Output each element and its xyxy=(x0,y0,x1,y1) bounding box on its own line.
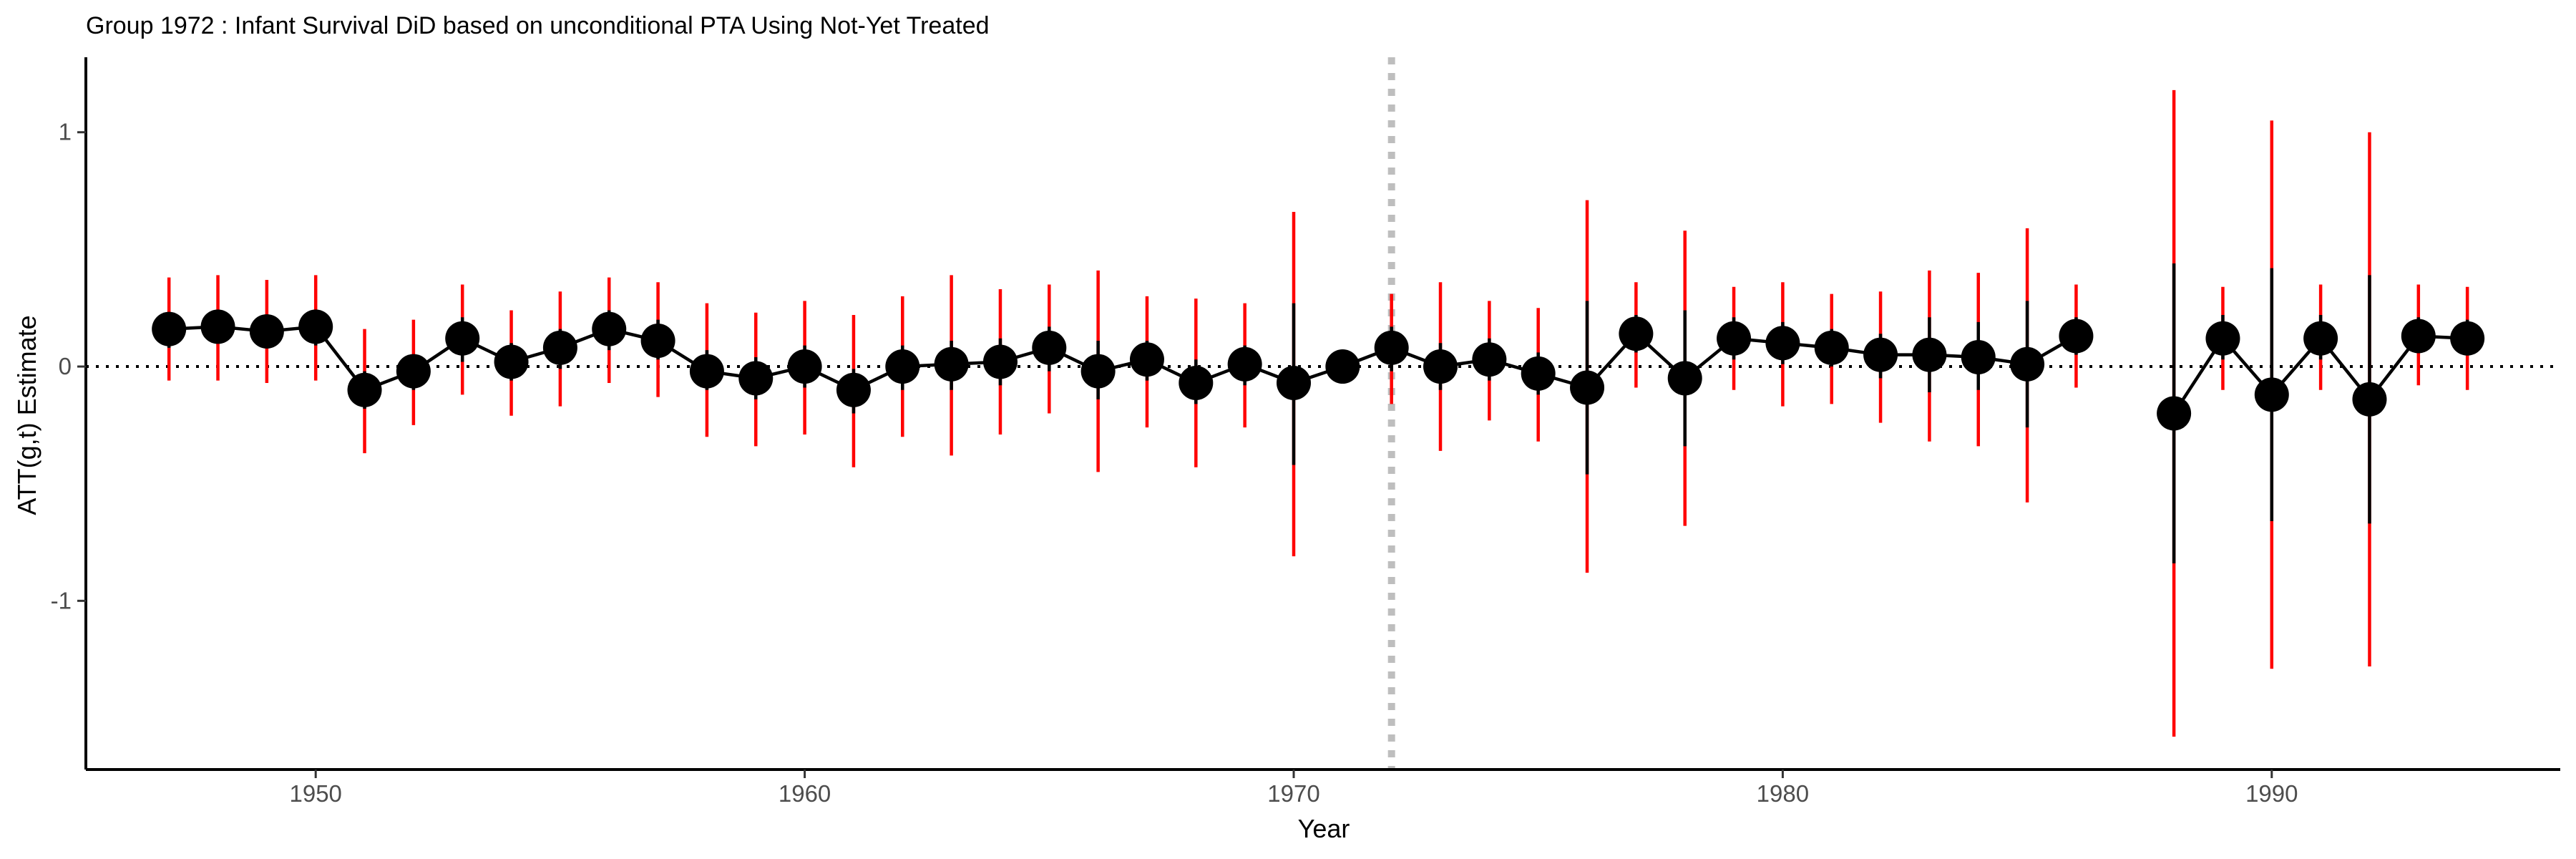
estimate-point xyxy=(1472,342,1507,377)
estimate-point xyxy=(1276,365,1311,400)
estimate-point xyxy=(2157,396,2192,431)
estimate-point xyxy=(592,311,627,346)
estimate-point xyxy=(2205,321,2240,356)
estimate-point xyxy=(1325,349,1360,384)
y-axis-label: ATT(g,t) Estimate xyxy=(12,315,42,515)
estimate-point xyxy=(1765,326,1800,361)
x-tick-label: 1990 xyxy=(2245,780,2298,807)
estimate-point xyxy=(1423,349,1458,384)
y-tick-label: 1 xyxy=(59,119,72,145)
estimate-point xyxy=(1619,316,1654,351)
estimate-point xyxy=(1961,339,1996,374)
estimate-point xyxy=(1717,321,1752,356)
estimate-points xyxy=(152,309,2485,431)
estimate-point xyxy=(934,346,969,382)
x-tick-label: 1970 xyxy=(1267,780,1319,807)
estimate-point xyxy=(445,321,480,356)
estimate-point xyxy=(689,354,724,389)
estimate-point xyxy=(2450,321,2485,356)
estimate-point xyxy=(542,330,577,365)
estimate-point xyxy=(2303,321,2338,356)
estimate-point xyxy=(738,361,774,396)
estimate-point xyxy=(836,372,871,407)
estimate-point xyxy=(2352,382,2387,417)
x-axis-label: Year xyxy=(1298,814,1350,843)
estimate-point xyxy=(1667,361,1702,396)
estimate-point xyxy=(494,344,529,379)
pointwise-ci-bars xyxy=(167,263,2469,563)
x-tick-label: 1960 xyxy=(779,780,831,807)
estimate-point xyxy=(2401,319,2436,354)
estimate-point xyxy=(787,349,822,384)
estimate-point xyxy=(2010,346,2045,382)
y-tick-label: 0 xyxy=(59,353,72,379)
estimate-point xyxy=(1227,346,1262,382)
simultaneous-ci-bands xyxy=(167,89,2469,737)
estimate-point xyxy=(1863,337,1898,372)
y-tick-label: -1 xyxy=(51,587,72,613)
estimate-point xyxy=(396,354,431,389)
chart-title: Group 1972 : Infant Survival DiD based o… xyxy=(86,12,990,39)
estimate-point xyxy=(1032,330,1067,365)
estimate-point xyxy=(249,314,284,349)
y-axis-ticks: -1 0 1 xyxy=(51,119,86,613)
estimate-point xyxy=(2254,377,2289,412)
estimate-point xyxy=(1129,342,1164,377)
estimate-point xyxy=(2059,319,2094,354)
estimate-point xyxy=(885,349,920,384)
estimate-point xyxy=(200,309,235,344)
estimate-point xyxy=(640,324,675,359)
axes xyxy=(84,57,2560,771)
estimate-point xyxy=(298,309,333,344)
estimate-point xyxy=(347,372,382,407)
x-tick-label: 1950 xyxy=(289,780,341,807)
estimate-point xyxy=(1570,370,1605,405)
estimate-point xyxy=(1814,330,1849,365)
estimate-point xyxy=(982,344,1018,379)
estimate-point xyxy=(1179,365,1214,400)
estimate-point xyxy=(1521,356,1556,391)
estimate-point xyxy=(152,311,187,346)
x-tick-label: 1980 xyxy=(1757,780,1809,807)
x-axis-ticks: 1950 1960 1970 1980 1990 xyxy=(289,770,2298,807)
estimate-point xyxy=(1912,337,1947,372)
estimate-point xyxy=(1080,354,1116,389)
estimate-point xyxy=(1374,330,1409,365)
